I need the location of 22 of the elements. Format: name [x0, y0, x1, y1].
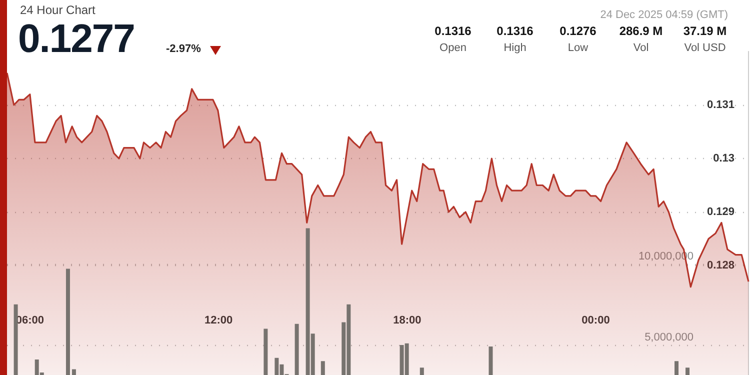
y-tick-label: 0.128 [706, 260, 734, 272]
annotation: Vol [633, 42, 649, 54]
x-tick-label: 00:00 [582, 314, 610, 326]
text: 0.1276 [560, 24, 596, 38]
annotation: -2.97% [166, 43, 201, 55]
text: 0.1316 [496, 24, 534, 38]
y2-tick-label: 5,000,000 [644, 331, 694, 344]
text: 286.9 M [619, 24, 663, 38]
y-tick-label: 0.131 [706, 99, 734, 111]
text: 0.1316 [434, 24, 472, 38]
chart-subtitle: 24 Dec 2025 04:59 (GMT) [600, 9, 728, 21]
x-tick-label: 12:00 [204, 314, 233, 326]
chart-title: 24 Hour Chart [20, 3, 96, 17]
y-tick-label: 0.129 [706, 206, 734, 218]
y-tick-label: 0.13 [713, 152, 734, 164]
x-tick-label: 18:00 [393, 314, 422, 326]
text: 37.19 M [683, 24, 727, 38]
annotation: 0.1277 [18, 17, 134, 62]
annotation: High [504, 42, 526, 54]
annotation: Low [568, 42, 588, 54]
annotation: Vol USD [684, 42, 726, 54]
annotation: Open [440, 42, 466, 54]
